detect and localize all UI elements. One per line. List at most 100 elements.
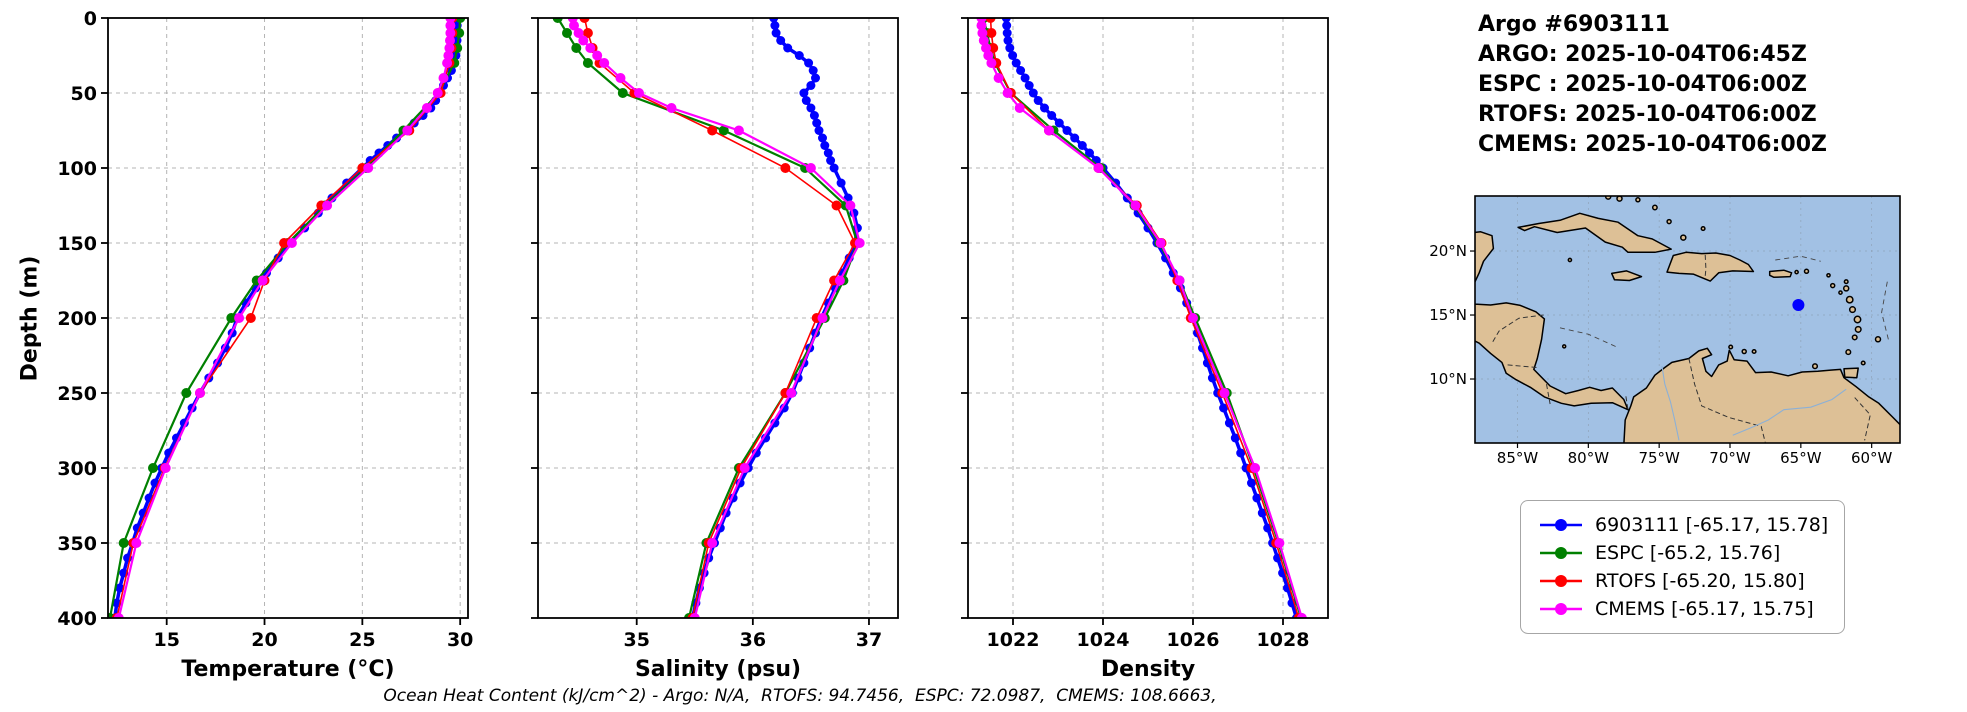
ocean-heat-content-note: Ocean Heat Content (kJ/cm^2) - Argo: N/A… bbox=[383, 686, 1217, 706]
x-axis-label: Salinity (psu) bbox=[635, 657, 801, 682]
series-CMEMS bbox=[976, 18, 1307, 618]
island bbox=[1851, 334, 1858, 341]
landmass bbox=[1475, 231, 1629, 411]
landmass bbox=[1843, 367, 1859, 379]
island bbox=[1845, 295, 1854, 304]
landmass bbox=[1623, 347, 1900, 443]
series-CMEMS bbox=[567, 18, 865, 618]
svg-text:150: 150 bbox=[57, 233, 97, 255]
axes: 1022 1024 1026 1028 bbox=[961, 17, 1310, 651]
header-line-cmems: CMEMS: 2025-10-04T06:00Z bbox=[1478, 132, 1827, 157]
svg-text:37: 37 bbox=[856, 629, 882, 651]
svg-text:35: 35 bbox=[623, 629, 649, 651]
svg-text:400: 400 bbox=[57, 608, 97, 630]
island bbox=[1874, 336, 1882, 343]
svg-text:50: 50 bbox=[71, 83, 97, 105]
svg-text:100: 100 bbox=[57, 158, 97, 180]
location-map: 85°W 80°W 75°W 70°W 65°W 60°W 20°N 15°N 10°N bbox=[1429, 195, 1901, 467]
svg-text:1022: 1022 bbox=[987, 629, 1040, 651]
island bbox=[1700, 226, 1706, 232]
island bbox=[1853, 315, 1862, 324]
svg-text:250: 250 bbox=[57, 383, 97, 405]
island bbox=[1854, 325, 1862, 333]
svg-text:36: 36 bbox=[740, 629, 766, 651]
map-axes: 85°W 80°W 75°W 70°W 65°W 60°W 20°N 15°N 10°N bbox=[1429, 242, 1892, 467]
island bbox=[1838, 290, 1843, 295]
svg-text:10°N: 10°N bbox=[1429, 370, 1467, 388]
legend: 6903111 [-65.17, 15.78] ESPC [-65.2, 15.7… bbox=[1520, 500, 1846, 634]
island bbox=[1811, 363, 1819, 370]
legend-marker-icon bbox=[1540, 575, 1582, 587]
salinity-profile-plot: 35 36 37 Salinity (psu) bbox=[531, 17, 899, 682]
header-title: Argo #6903111 bbox=[1478, 12, 1670, 37]
island bbox=[1741, 348, 1747, 355]
map-frame bbox=[1474, 195, 1901, 444]
svg-text:30: 30 bbox=[447, 629, 473, 651]
legend-item: CMEMS [-65.17, 15.75] bbox=[1537, 595, 1828, 623]
island bbox=[1845, 349, 1852, 356]
island bbox=[1794, 269, 1799, 275]
svg-text:1028: 1028 bbox=[1257, 629, 1310, 651]
island bbox=[1848, 306, 1857, 314]
legend-item: RTOFS [-65.20, 15.80] bbox=[1537, 567, 1828, 595]
x-axis-label: Density bbox=[1101, 657, 1195, 682]
island bbox=[1842, 285, 1850, 292]
island bbox=[1728, 344, 1734, 350]
svg-text:200: 200 bbox=[57, 308, 97, 330]
svg-text:75°W: 75°W bbox=[1638, 449, 1680, 467]
svg-text:20°N: 20°N bbox=[1429, 242, 1467, 260]
island bbox=[1803, 268, 1810, 275]
island bbox=[1567, 257, 1573, 263]
island bbox=[1826, 272, 1831, 278]
map-panel: 85°W 80°W 75°W 70°W 65°W 60°W 20°N 15°N 10°N bbox=[1429, 195, 1901, 467]
svg-text:85°W: 85°W bbox=[1497, 449, 1539, 467]
legend-label: CMEMS [-65.17, 15.75] bbox=[1595, 598, 1814, 620]
legend-item: 6903111 [-65.17, 15.78] bbox=[1537, 511, 1828, 539]
svg-text:15: 15 bbox=[153, 629, 179, 651]
island bbox=[1843, 279, 1849, 285]
map-canvas bbox=[1475, 196, 1900, 443]
island bbox=[1561, 344, 1567, 349]
legend-marker-icon bbox=[1540, 547, 1582, 559]
header-line-argo: ARGO: 2025-10-04T06:45Z bbox=[1478, 42, 1807, 67]
landmass bbox=[1666, 251, 1755, 282]
svg-text:60°W: 60°W bbox=[1851, 449, 1893, 467]
grid-lines bbox=[108, 17, 468, 619]
island bbox=[1860, 360, 1866, 366]
svg-text:1024: 1024 bbox=[1077, 629, 1130, 651]
temperature-profile-plot: 15 20 25 30050100150200250300350400Temperat… bbox=[57, 8, 473, 682]
landmass bbox=[1517, 212, 1672, 254]
svg-text:1026: 1026 bbox=[1167, 629, 1220, 651]
density-profile-plot: 1022 1024 1026 1028 Density bbox=[961, 17, 1329, 682]
info-header: Argo #6903111 ARGO: 2025-10-04T06:45Z ES… bbox=[1478, 10, 1827, 160]
svg-text:25: 25 bbox=[349, 629, 375, 651]
series-CMEMS bbox=[113, 18, 456, 618]
island bbox=[1635, 197, 1641, 203]
svg-text:70°W: 70°W bbox=[1709, 449, 1751, 467]
y-axis-label: Depth (m) bbox=[17, 255, 43, 382]
legend-label: ESPC [-65.2, 15.76] bbox=[1595, 542, 1781, 564]
svg-text:80°W: 80°W bbox=[1568, 449, 1610, 467]
axes: 35 36 37 bbox=[531, 17, 882, 651]
x-axis-label: Temperature (°C) bbox=[181, 657, 394, 682]
landmass bbox=[1768, 269, 1793, 279]
legend-marker-icon bbox=[1540, 603, 1582, 615]
svg-text:300: 300 bbox=[57, 458, 97, 480]
legend-label: RTOFS [-65.20, 15.80] bbox=[1595, 570, 1805, 592]
island bbox=[1666, 218, 1672, 225]
svg-text:0: 0 bbox=[84, 8, 97, 30]
legend-item: ESPC [-65.2, 15.76] bbox=[1537, 539, 1828, 567]
legend-marker-icon bbox=[1540, 519, 1582, 531]
island bbox=[1651, 204, 1658, 211]
island bbox=[1829, 282, 1836, 289]
svg-text:15°N: 15°N bbox=[1429, 306, 1467, 324]
svg-text:20: 20 bbox=[251, 629, 277, 651]
legend-label: 6903111 [-65.17, 15.78] bbox=[1595, 514, 1829, 536]
svg-text:65°W: 65°W bbox=[1780, 449, 1822, 467]
header-line-rtofs: RTOFS: 2025-10-04T06:00Z bbox=[1478, 102, 1817, 127]
float-position-marker bbox=[1792, 299, 1805, 311]
landmass bbox=[1610, 270, 1643, 282]
svg-text:350: 350 bbox=[57, 533, 97, 555]
